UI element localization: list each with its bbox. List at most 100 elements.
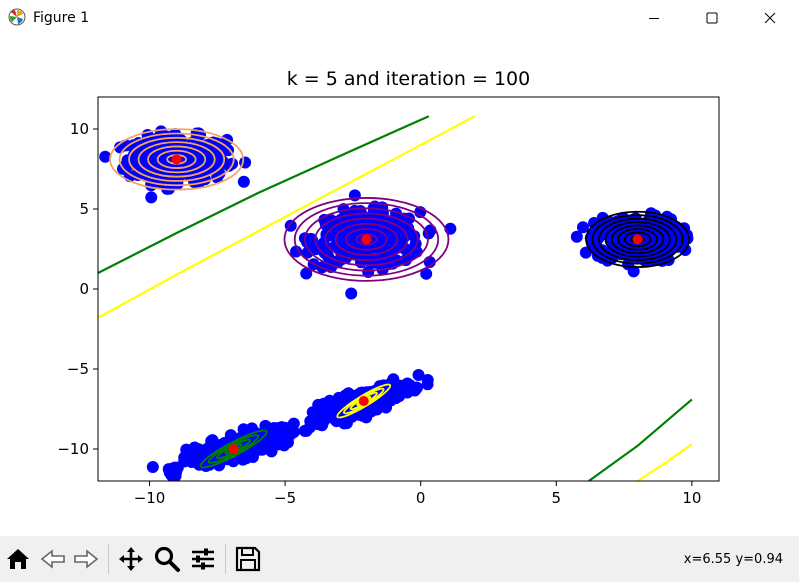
contour-ring (137, 141, 216, 178)
y-tick-label: −10 (57, 440, 89, 458)
y-tick-label: −5 (67, 360, 89, 378)
contour-ring (585, 210, 691, 268)
x-tick-label: 10 (682, 489, 701, 507)
toolbar-separator (225, 544, 226, 574)
data-point (345, 287, 358, 300)
save-button[interactable] (234, 545, 262, 573)
contour-ring (598, 217, 678, 262)
data-point (186, 454, 199, 467)
data-point (614, 231, 627, 244)
data-point (408, 384, 421, 397)
data-point (193, 148, 206, 161)
scatter-chart: k = 5 and iteration = 100 −10 −5 0 5 10 −10 −5… (57, 68, 720, 507)
contour-ring (617, 228, 658, 251)
contour-ring (355, 233, 378, 246)
data-point (323, 394, 336, 407)
contour-ring (118, 132, 235, 187)
data-point (318, 410, 331, 423)
x-tick-label: 0 (416, 489, 426, 507)
contour-3 (585, 210, 691, 268)
data-point (341, 232, 354, 245)
maximize-button[interactable] (683, 0, 741, 36)
data-point (195, 452, 208, 465)
data-point (146, 461, 159, 474)
configure-subplots-button[interactable] (189, 545, 217, 573)
cluster-center (171, 154, 182, 165)
data-point (99, 150, 112, 163)
navigation-toolbar: x=6.55 y=0.94 (0, 536, 799, 582)
contour-ring (345, 228, 388, 251)
data-point (267, 427, 280, 440)
data-point (348, 189, 361, 202)
close-icon (764, 12, 776, 24)
x-tick-label: 5 (552, 489, 562, 507)
plot-area (85, 115, 694, 481)
contour-ring (156, 149, 197, 169)
contour-ring (314, 212, 419, 267)
configure-subplots-icon (192, 548, 214, 570)
data-point (588, 216, 601, 229)
decision-boundary (588, 398, 693, 481)
data-point (168, 461, 181, 474)
data-point (303, 421, 316, 434)
home-icon (7, 549, 29, 569)
data-point (570, 230, 583, 243)
figure-canvas[interactable]: k = 5 and iteration = 100 −10 −5 0 5 10 −10 −5… (0, 36, 799, 536)
zoom-icon (154, 546, 180, 572)
minimize-button[interactable] (625, 0, 683, 36)
cluster-center (358, 396, 369, 406)
title-bar: Figure 1 (0, 0, 799, 36)
data-point (145, 191, 158, 204)
save-icon (235, 546, 261, 572)
data-point (278, 439, 291, 452)
contour-5 (199, 429, 268, 469)
contour-ring (334, 222, 399, 256)
data-point (237, 175, 250, 188)
data-point (401, 377, 414, 390)
matplotlib-icon (8, 8, 26, 26)
data-point (121, 157, 134, 170)
chart-title: k = 5 and iteration = 100 (287, 68, 530, 90)
data-point (351, 237, 364, 250)
x-tick-label: −5 (274, 489, 296, 507)
decision-boundary (637, 443, 693, 481)
decision-boundary (98, 115, 476, 319)
contour-ring (283, 197, 450, 282)
back-button[interactable] (39, 545, 67, 573)
toolbar-separator (108, 544, 109, 574)
data-point (579, 246, 592, 259)
pan-button[interactable] (117, 545, 145, 573)
contour-ring (336, 383, 392, 419)
data-point (613, 215, 626, 228)
y-tick-label: 0 (79, 280, 89, 298)
axis-ticks: −10 −5 0 5 10 −10 −5 0 5 10 (57, 120, 701, 507)
contour-ring (304, 207, 429, 272)
maximize-icon (706, 12, 718, 24)
zoom-button[interactable] (153, 545, 181, 573)
decision-boundary (98, 115, 430, 274)
data-point (304, 238, 317, 251)
cursor-coordinates: x=6.55 y=0.94 (683, 552, 783, 567)
data-point (412, 368, 425, 381)
home-button[interactable] (4, 545, 32, 573)
data-point (240, 452, 253, 465)
cluster-center (361, 234, 372, 245)
y-tick-label: 10 (70, 120, 89, 138)
contour-2 (283, 197, 450, 282)
forward-icon (74, 549, 99, 569)
y-tick-label: 5 (79, 200, 89, 218)
contour-4 (336, 383, 392, 419)
contour-ring (199, 429, 268, 469)
close-button[interactable] (741, 0, 799, 36)
data-point (300, 267, 313, 280)
contour-ring (128, 136, 226, 182)
back-icon (40, 549, 65, 569)
data-point (85, 140, 97, 152)
contour-ring (147, 145, 207, 174)
data-point (290, 245, 303, 258)
data-point (576, 221, 589, 234)
contour-ring (591, 214, 684, 265)
data-point (421, 374, 434, 387)
cluster-center (228, 444, 239, 454)
forward-button[interactable] (72, 545, 100, 573)
